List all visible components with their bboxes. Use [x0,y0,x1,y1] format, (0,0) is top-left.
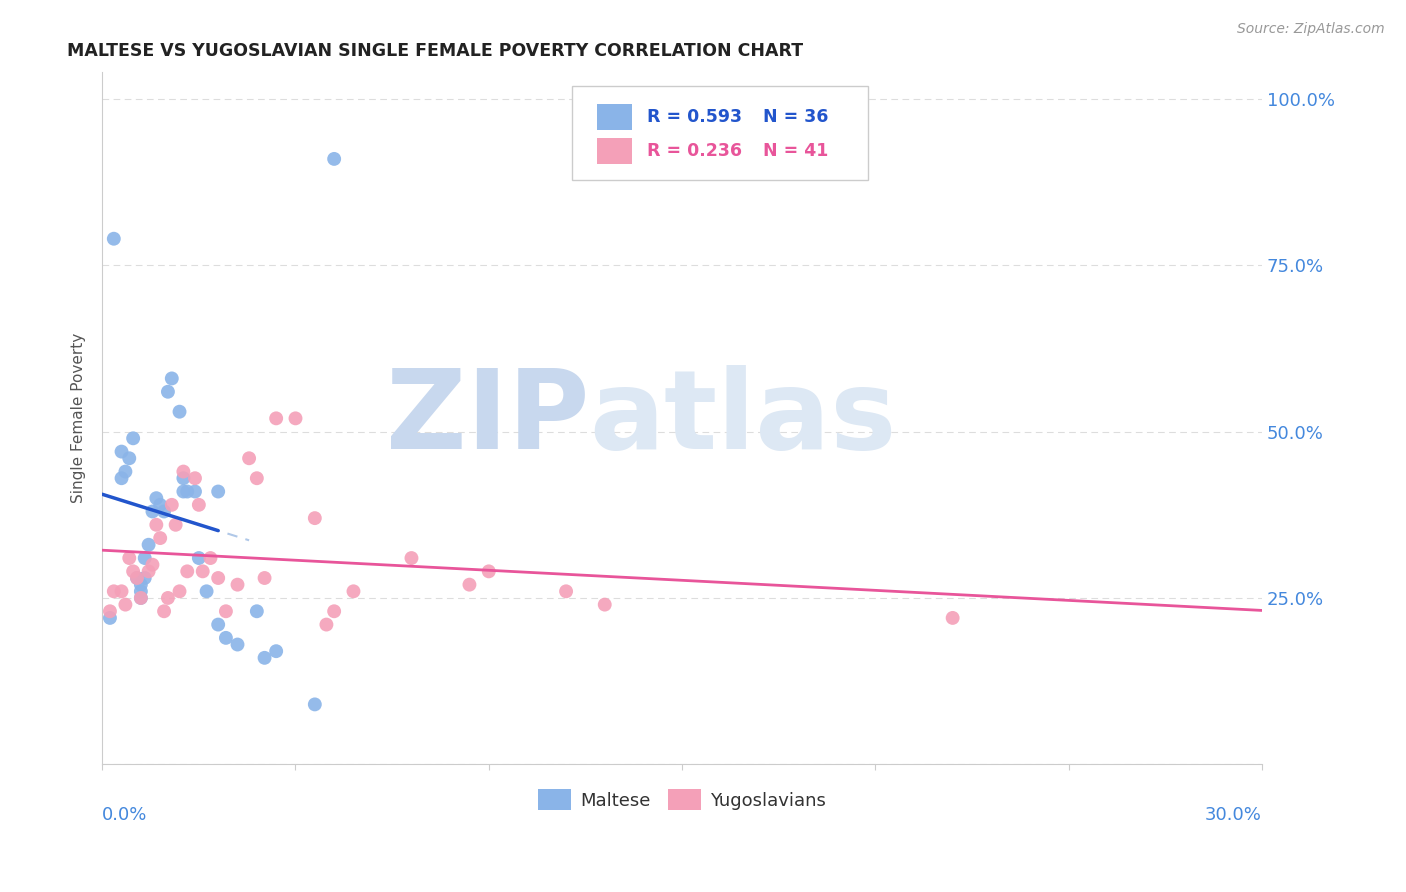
Point [153,504,176,518]
Point [129,577,152,591]
Point [246,471,269,485]
Point [103,232,125,246]
Point [172,484,194,499]
Point [153,604,176,618]
Point [187,498,209,512]
Point [226,577,249,591]
Point [215,604,238,618]
Point [184,471,207,485]
Point [458,577,481,591]
Point [118,451,141,466]
Text: Source: ZipAtlas.com: Source: ZipAtlas.com [1237,22,1385,37]
Point [246,604,269,618]
Point [207,617,229,632]
Point [114,598,136,612]
FancyBboxPatch shape [598,138,633,164]
Text: 0.0%: 0.0% [103,805,148,824]
Point [284,411,307,425]
Point [304,511,326,525]
Point [129,591,152,605]
Point [207,571,229,585]
Text: N = 36: N = 36 [763,108,828,126]
Point [191,565,214,579]
Point [195,584,218,599]
Point [156,384,179,399]
FancyBboxPatch shape [572,87,868,179]
Point [264,644,287,658]
Point [141,504,163,518]
Point [253,571,276,585]
Point [555,584,578,599]
Point [129,584,152,599]
Point [114,465,136,479]
Point [184,484,207,499]
Point [226,638,249,652]
Point [172,471,194,485]
Point [593,598,616,612]
Point [176,484,198,499]
Point [160,498,183,512]
Legend: Maltese, Yugoslavians: Maltese, Yugoslavians [531,782,832,817]
Point [942,611,965,625]
Point [315,617,337,632]
Text: N = 41: N = 41 [763,143,828,161]
Point [122,565,145,579]
Text: R = 0.593: R = 0.593 [647,108,742,126]
Point [323,604,346,618]
Point [103,584,125,599]
Point [304,698,326,712]
Text: ZIP: ZIP [385,365,589,472]
Point [110,471,132,485]
Point [253,650,276,665]
Point [129,591,152,605]
Point [187,551,209,566]
Point [238,451,260,466]
Point [134,571,156,585]
Point [215,631,238,645]
Point [110,444,132,458]
Point [122,431,145,445]
Y-axis label: Single Female Poverty: Single Female Poverty [72,334,86,503]
Point [118,551,141,566]
Point [138,538,160,552]
Point [125,571,148,585]
Point [125,571,148,585]
Point [401,551,423,566]
Point [342,584,364,599]
Point [323,152,346,166]
Point [98,604,121,618]
Point [172,465,194,479]
Point [264,411,287,425]
Text: 30.0%: 30.0% [1205,805,1263,824]
Point [149,498,172,512]
Point [149,531,172,545]
Point [207,484,229,499]
Point [176,565,198,579]
Point [98,611,121,625]
Point [156,591,179,605]
Text: R = 0.236: R = 0.236 [647,143,742,161]
Point [169,405,191,419]
FancyBboxPatch shape [598,103,633,130]
Text: MALTESE VS YUGOSLAVIAN SINGLE FEMALE POVERTY CORRELATION CHART: MALTESE VS YUGOSLAVIAN SINGLE FEMALE POV… [67,42,804,60]
Point [145,517,167,532]
Point [110,584,132,599]
Point [145,491,167,505]
Point [169,584,191,599]
Point [165,517,187,532]
Text: atlas: atlas [589,365,897,472]
Point [478,565,501,579]
Point [141,558,163,572]
Point [160,371,183,385]
Point [200,551,222,566]
Point [134,551,156,566]
Point [138,565,160,579]
